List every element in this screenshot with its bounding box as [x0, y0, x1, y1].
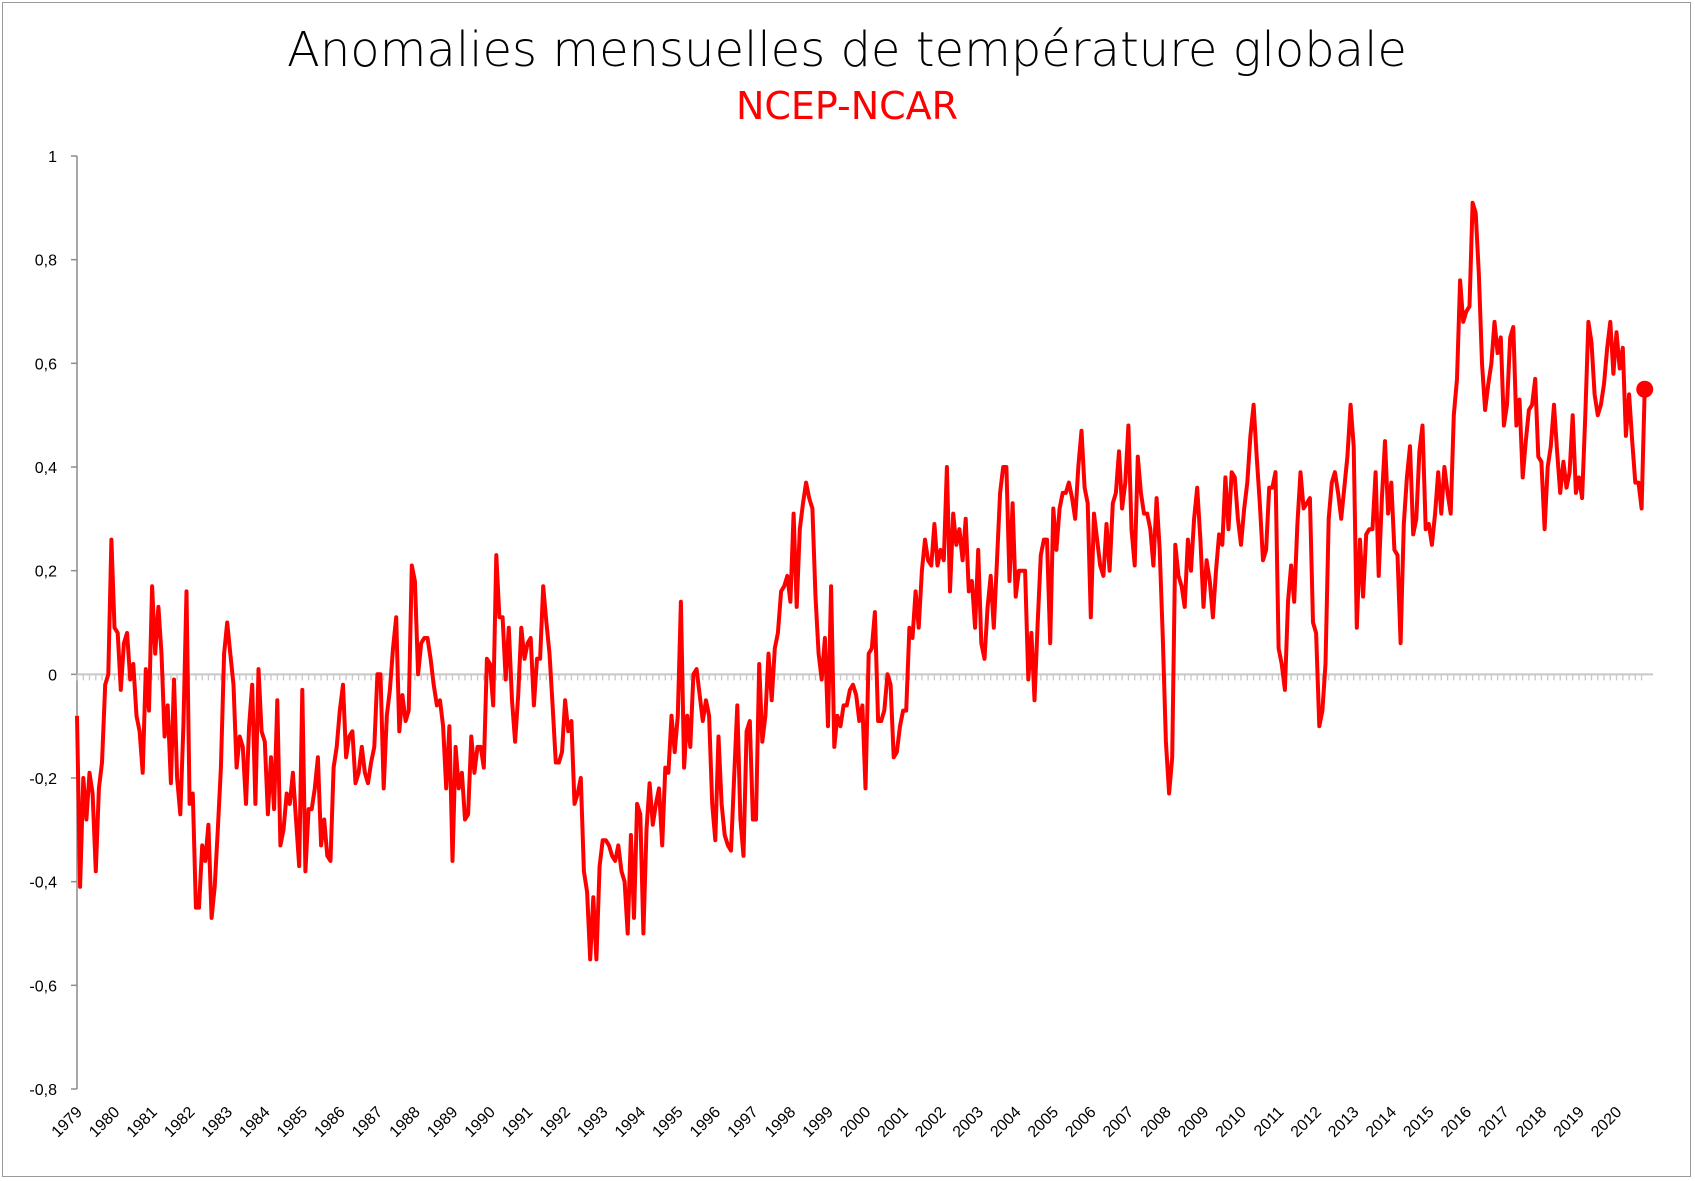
x-tick-label: 1997 [725, 1104, 762, 1141]
x-tick-label: 1979 [49, 1104, 86, 1141]
x-tick-label: 1981 [124, 1104, 161, 1141]
x-tick-label: 1999 [800, 1104, 837, 1141]
y-tick-label: 0 [48, 667, 57, 684]
x-tick-label: 1987 [349, 1104, 386, 1141]
y-tick-label: 0,6 [35, 356, 57, 373]
x-tick-label: 1996 [687, 1104, 724, 1141]
x-tick-label: 1994 [612, 1104, 649, 1141]
plot-area [75, 200, 1654, 962]
y-tick-label: 1 [48, 149, 57, 166]
x-tick-label: 2002 [912, 1104, 949, 1141]
x-tick-label: 1984 [236, 1104, 273, 1141]
chart-title: Anomalies mensuelles de température glob… [287, 22, 1407, 78]
y-tick-label: -0,6 [29, 978, 57, 995]
x-tick-label: 1992 [537, 1104, 574, 1141]
x-tick-label: 1993 [574, 1104, 611, 1141]
x-tick-label: 1980 [86, 1104, 123, 1141]
y-tick-label: -0,8 [29, 1082, 57, 1099]
x-tick-label: 2019 [1551, 1104, 1588, 1141]
y-axis: 1 0,8 0,6 0,4 0,2 0 -0,2 -0,4 -0,6 -0,8 [29, 149, 78, 1099]
x-tick-label: 2010 [1213, 1104, 1250, 1141]
x-tick-label: 1989 [424, 1104, 461, 1141]
x-tick-label: 2016 [1438, 1104, 1475, 1141]
x-tick-label: 2009 [1175, 1104, 1212, 1141]
x-tick-label: 1982 [161, 1104, 198, 1141]
x-tick-label: 2011 [1251, 1104, 1287, 1140]
x-tick-label: 2001 [875, 1104, 912, 1141]
x-tick-label: 1988 [387, 1104, 424, 1141]
x-tick-label: 1985 [274, 1104, 311, 1141]
x-tick-label: 1990 [462, 1104, 499, 1141]
x-tick-label: 2003 [950, 1104, 987, 1141]
x-tick-label: 2006 [1062, 1104, 1099, 1141]
y-tick-label: 0,8 [35, 253, 57, 270]
x-tick-label: 2004 [987, 1104, 1024, 1141]
last-point-marker [1636, 380, 1654, 398]
x-tick-label: 2017 [1476, 1104, 1513, 1141]
x-tick-label: 1983 [199, 1104, 236, 1141]
x-tick-label: 2005 [1025, 1104, 1062, 1141]
y-tick-label: 0,2 [35, 564, 57, 581]
x-tick-label: 2007 [1100, 1104, 1137, 1141]
x-tick-label: 2014 [1363, 1104, 1400, 1141]
x-tick-label: 2020 [1588, 1104, 1625, 1141]
x-tick-label: 2012 [1288, 1104, 1325, 1141]
y-tick-label: -0,4 [29, 875, 57, 892]
x-tick-label: 2008 [1138, 1104, 1175, 1141]
x-axis: 1979 1980 1981 1982 1983 1984 1985 1986 1987 1988… [49, 673, 1653, 1141]
series-line-ncep-ncar [75, 200, 1647, 962]
y-tick-label: 0,4 [35, 460, 57, 477]
x-tick-label: 1986 [311, 1104, 348, 1141]
chart-subtitle: NCEP-NCAR [736, 84, 958, 128]
x-tick-label: 2018 [1513, 1104, 1550, 1141]
x-tick-label: 1991 [499, 1104, 536, 1141]
y-tick-label: -0,2 [29, 771, 57, 788]
x-tick-label: 1998 [762, 1104, 799, 1141]
x-tick-label: 2013 [1325, 1104, 1362, 1141]
x-tick-label: 1995 [649, 1104, 686, 1141]
x-tick-label: 2015 [1400, 1104, 1437, 1141]
x-tick-label: 2000 [837, 1104, 874, 1141]
